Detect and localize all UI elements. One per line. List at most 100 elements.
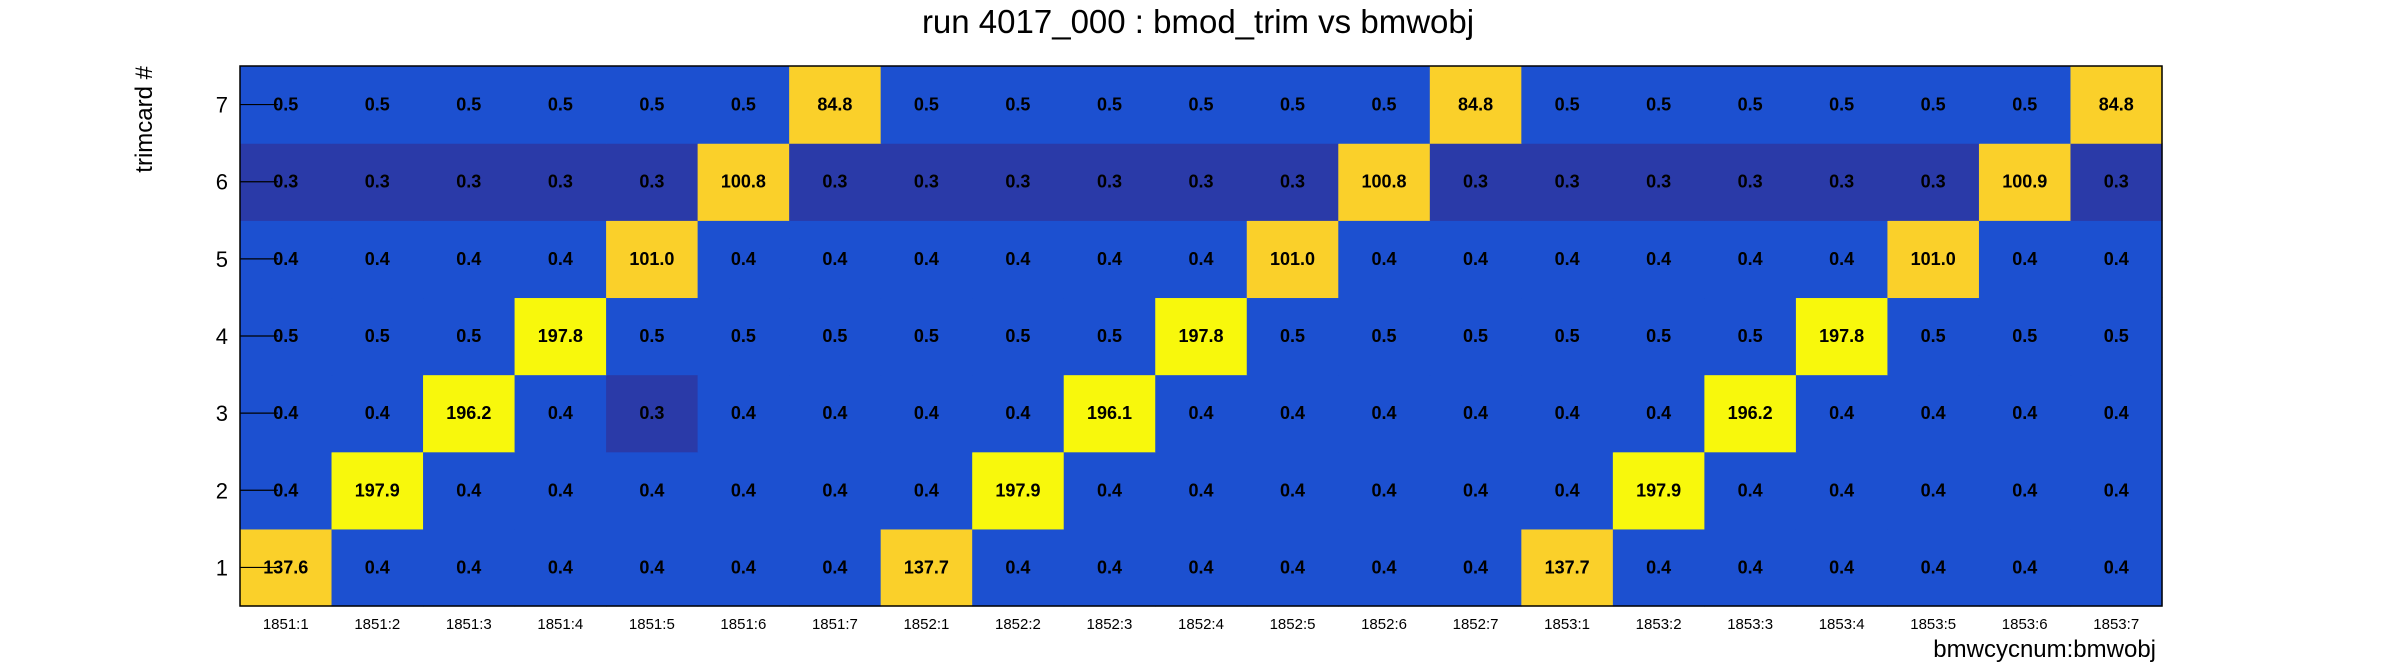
cell-value-label: 137.7 bbox=[904, 557, 949, 577]
cell-value-label: 196.2 bbox=[1728, 403, 1773, 423]
heatmap-cell bbox=[880, 528, 973, 607]
heatmap-cell bbox=[789, 528, 882, 607]
cell-value-label: 197.8 bbox=[1178, 326, 1223, 346]
heatmap-cell bbox=[697, 66, 790, 144]
heatmap-cell bbox=[1429, 374, 1522, 453]
cell-value-label: 0.4 bbox=[1188, 557, 1213, 577]
heatmap-cell bbox=[606, 143, 699, 221]
cell-value-label: 0.4 bbox=[548, 403, 573, 423]
heatmap-cell bbox=[2070, 220, 2163, 299]
cell-value-label: 0.4 bbox=[822, 480, 847, 500]
cell-value-label: 0.4 bbox=[1188, 403, 1213, 423]
cell-value-label: 0.4 bbox=[1921, 480, 1946, 500]
heatmap-cell bbox=[1063, 66, 1156, 144]
heatmap-cell bbox=[1429, 451, 1522, 530]
cell-value-label: 0.3 bbox=[1463, 172, 1488, 192]
cell-value-label: 137.7 bbox=[1545, 557, 1590, 577]
cell-value-label: 0.3 bbox=[639, 172, 664, 192]
cell-value-label: 0.4 bbox=[2104, 557, 2129, 577]
heatmap-cell bbox=[1521, 374, 1614, 453]
cell-value-label: 197.9 bbox=[355, 480, 400, 500]
heatmap-cell bbox=[697, 528, 790, 607]
cell-value-label: 0.5 bbox=[1555, 326, 1580, 346]
cell-value-label: 0.4 bbox=[1372, 249, 1397, 269]
x-tick-label: 1853:7 bbox=[2093, 616, 2139, 633]
x-tick-label: 1852:5 bbox=[1270, 616, 1316, 633]
cell-value-label: 0.4 bbox=[2012, 403, 2037, 423]
heatmap-cell bbox=[2070, 143, 2163, 221]
cell-value-label: 0.4 bbox=[2104, 403, 2129, 423]
heatmap-cell-labels: 137.6 0.4 0.4 0.4 0.4 0.4 0.4 137.7 0.4 0.4 0.4 0.4… bbox=[263, 95, 2134, 578]
cell-value-label: 0.4 bbox=[1646, 557, 1671, 577]
cell-value-label: 0.3 bbox=[1005, 172, 1030, 192]
x-tick-label: 1853:5 bbox=[1910, 616, 1956, 633]
cell-value-label: 0.5 bbox=[731, 326, 756, 346]
heatmap-cell bbox=[2070, 66, 2163, 144]
cell-value-label: 84.8 bbox=[2099, 95, 2134, 115]
cell-value-label: 0.4 bbox=[731, 557, 756, 577]
cell-value-label: 0.3 bbox=[1555, 172, 1580, 192]
cell-value-label: 0.4 bbox=[822, 249, 847, 269]
cell-value-label: 0.3 bbox=[1097, 172, 1122, 192]
cell-value-label: 0.4 bbox=[456, 557, 481, 577]
heatmap-cell bbox=[1429, 220, 1522, 299]
heatmap-cell bbox=[972, 66, 1065, 144]
cell-value-label: 0.4 bbox=[1005, 403, 1030, 423]
heatmap-cell bbox=[1521, 220, 1614, 299]
chart-title: run 4017_000 : bmod_trim vs bmwobj bbox=[922, 3, 1474, 40]
cell-value-label: 0.4 bbox=[1005, 557, 1030, 577]
heatmap-cell bbox=[1887, 528, 1980, 607]
cell-value-label: 0.3 bbox=[456, 172, 481, 192]
cell-value-label: 0.4 bbox=[273, 480, 298, 500]
cell-value-label: 0.4 bbox=[548, 480, 573, 500]
cell-value-label: 0.3 bbox=[1738, 172, 1763, 192]
cell-value-label: 0.5 bbox=[1738, 95, 1763, 115]
cell-value-label: 84.8 bbox=[1458, 95, 1493, 115]
cell-value-label: 0.4 bbox=[1555, 480, 1580, 500]
heatmap-cell bbox=[1978, 297, 2072, 376]
heatmap-cell bbox=[697, 297, 790, 376]
cell-value-label: 0.5 bbox=[1280, 326, 1305, 346]
heatmap-cell bbox=[1063, 451, 1156, 530]
cell-value-label: 197.8 bbox=[1819, 326, 1864, 346]
heatmap-cell bbox=[697, 220, 790, 299]
heatmap-cell bbox=[789, 220, 882, 299]
heatmap-cell bbox=[880, 374, 973, 453]
cell-value-label: 0.5 bbox=[2104, 326, 2129, 346]
heatmap-cell bbox=[331, 528, 424, 607]
x-tick-label: 1852:6 bbox=[1361, 616, 1407, 633]
x-tick-label: 1852:2 bbox=[995, 616, 1041, 633]
heatmap-cell bbox=[514, 66, 607, 144]
heatmap-cell bbox=[1978, 220, 2072, 299]
cell-value-label: 0.5 bbox=[365, 95, 390, 115]
cell-value-label: 137.6 bbox=[263, 557, 308, 577]
cell-value-label: 0.5 bbox=[365, 326, 390, 346]
cell-value-label: 100.8 bbox=[721, 172, 766, 192]
heatmap-cell bbox=[1978, 374, 2072, 453]
cell-value-label: 0.4 bbox=[639, 557, 664, 577]
cell-value-label: 0.4 bbox=[1646, 403, 1671, 423]
heatmap-cell bbox=[1704, 374, 1797, 453]
heatmap-cell bbox=[789, 374, 882, 453]
cell-value-label: 100.9 bbox=[2002, 172, 2047, 192]
cell-value-label: 0.5 bbox=[273, 326, 298, 346]
cell-value-label: 0.4 bbox=[1738, 480, 1763, 500]
heatmap-cell bbox=[697, 143, 790, 221]
x-axis-title: bmwcycnum:bmwobj bbox=[1933, 636, 2156, 663]
cell-value-label: 0.4 bbox=[1463, 480, 1488, 500]
cell-value-label: 0.3 bbox=[365, 172, 390, 192]
x-tick-label: 1852:3 bbox=[1087, 616, 1133, 633]
cell-value-label: 0.5 bbox=[1646, 95, 1671, 115]
cell-value-label: 0.4 bbox=[365, 557, 390, 577]
heatmap-cell bbox=[1063, 374, 1156, 453]
cell-value-label: 0.4 bbox=[1738, 249, 1763, 269]
cell-value-label: 0.4 bbox=[365, 403, 390, 423]
cell-value-label: 0.4 bbox=[1829, 480, 1854, 500]
heatmap-cell bbox=[1795, 451, 1889, 530]
heatmap-cell bbox=[1887, 220, 1980, 299]
heatmap-cells bbox=[240, 66, 2163, 607]
heatmap-cell bbox=[1246, 66, 1339, 144]
cell-value-label: 0.4 bbox=[914, 249, 939, 269]
cell-value-label: 0.4 bbox=[1280, 557, 1305, 577]
heatmap-cell bbox=[606, 297, 699, 376]
